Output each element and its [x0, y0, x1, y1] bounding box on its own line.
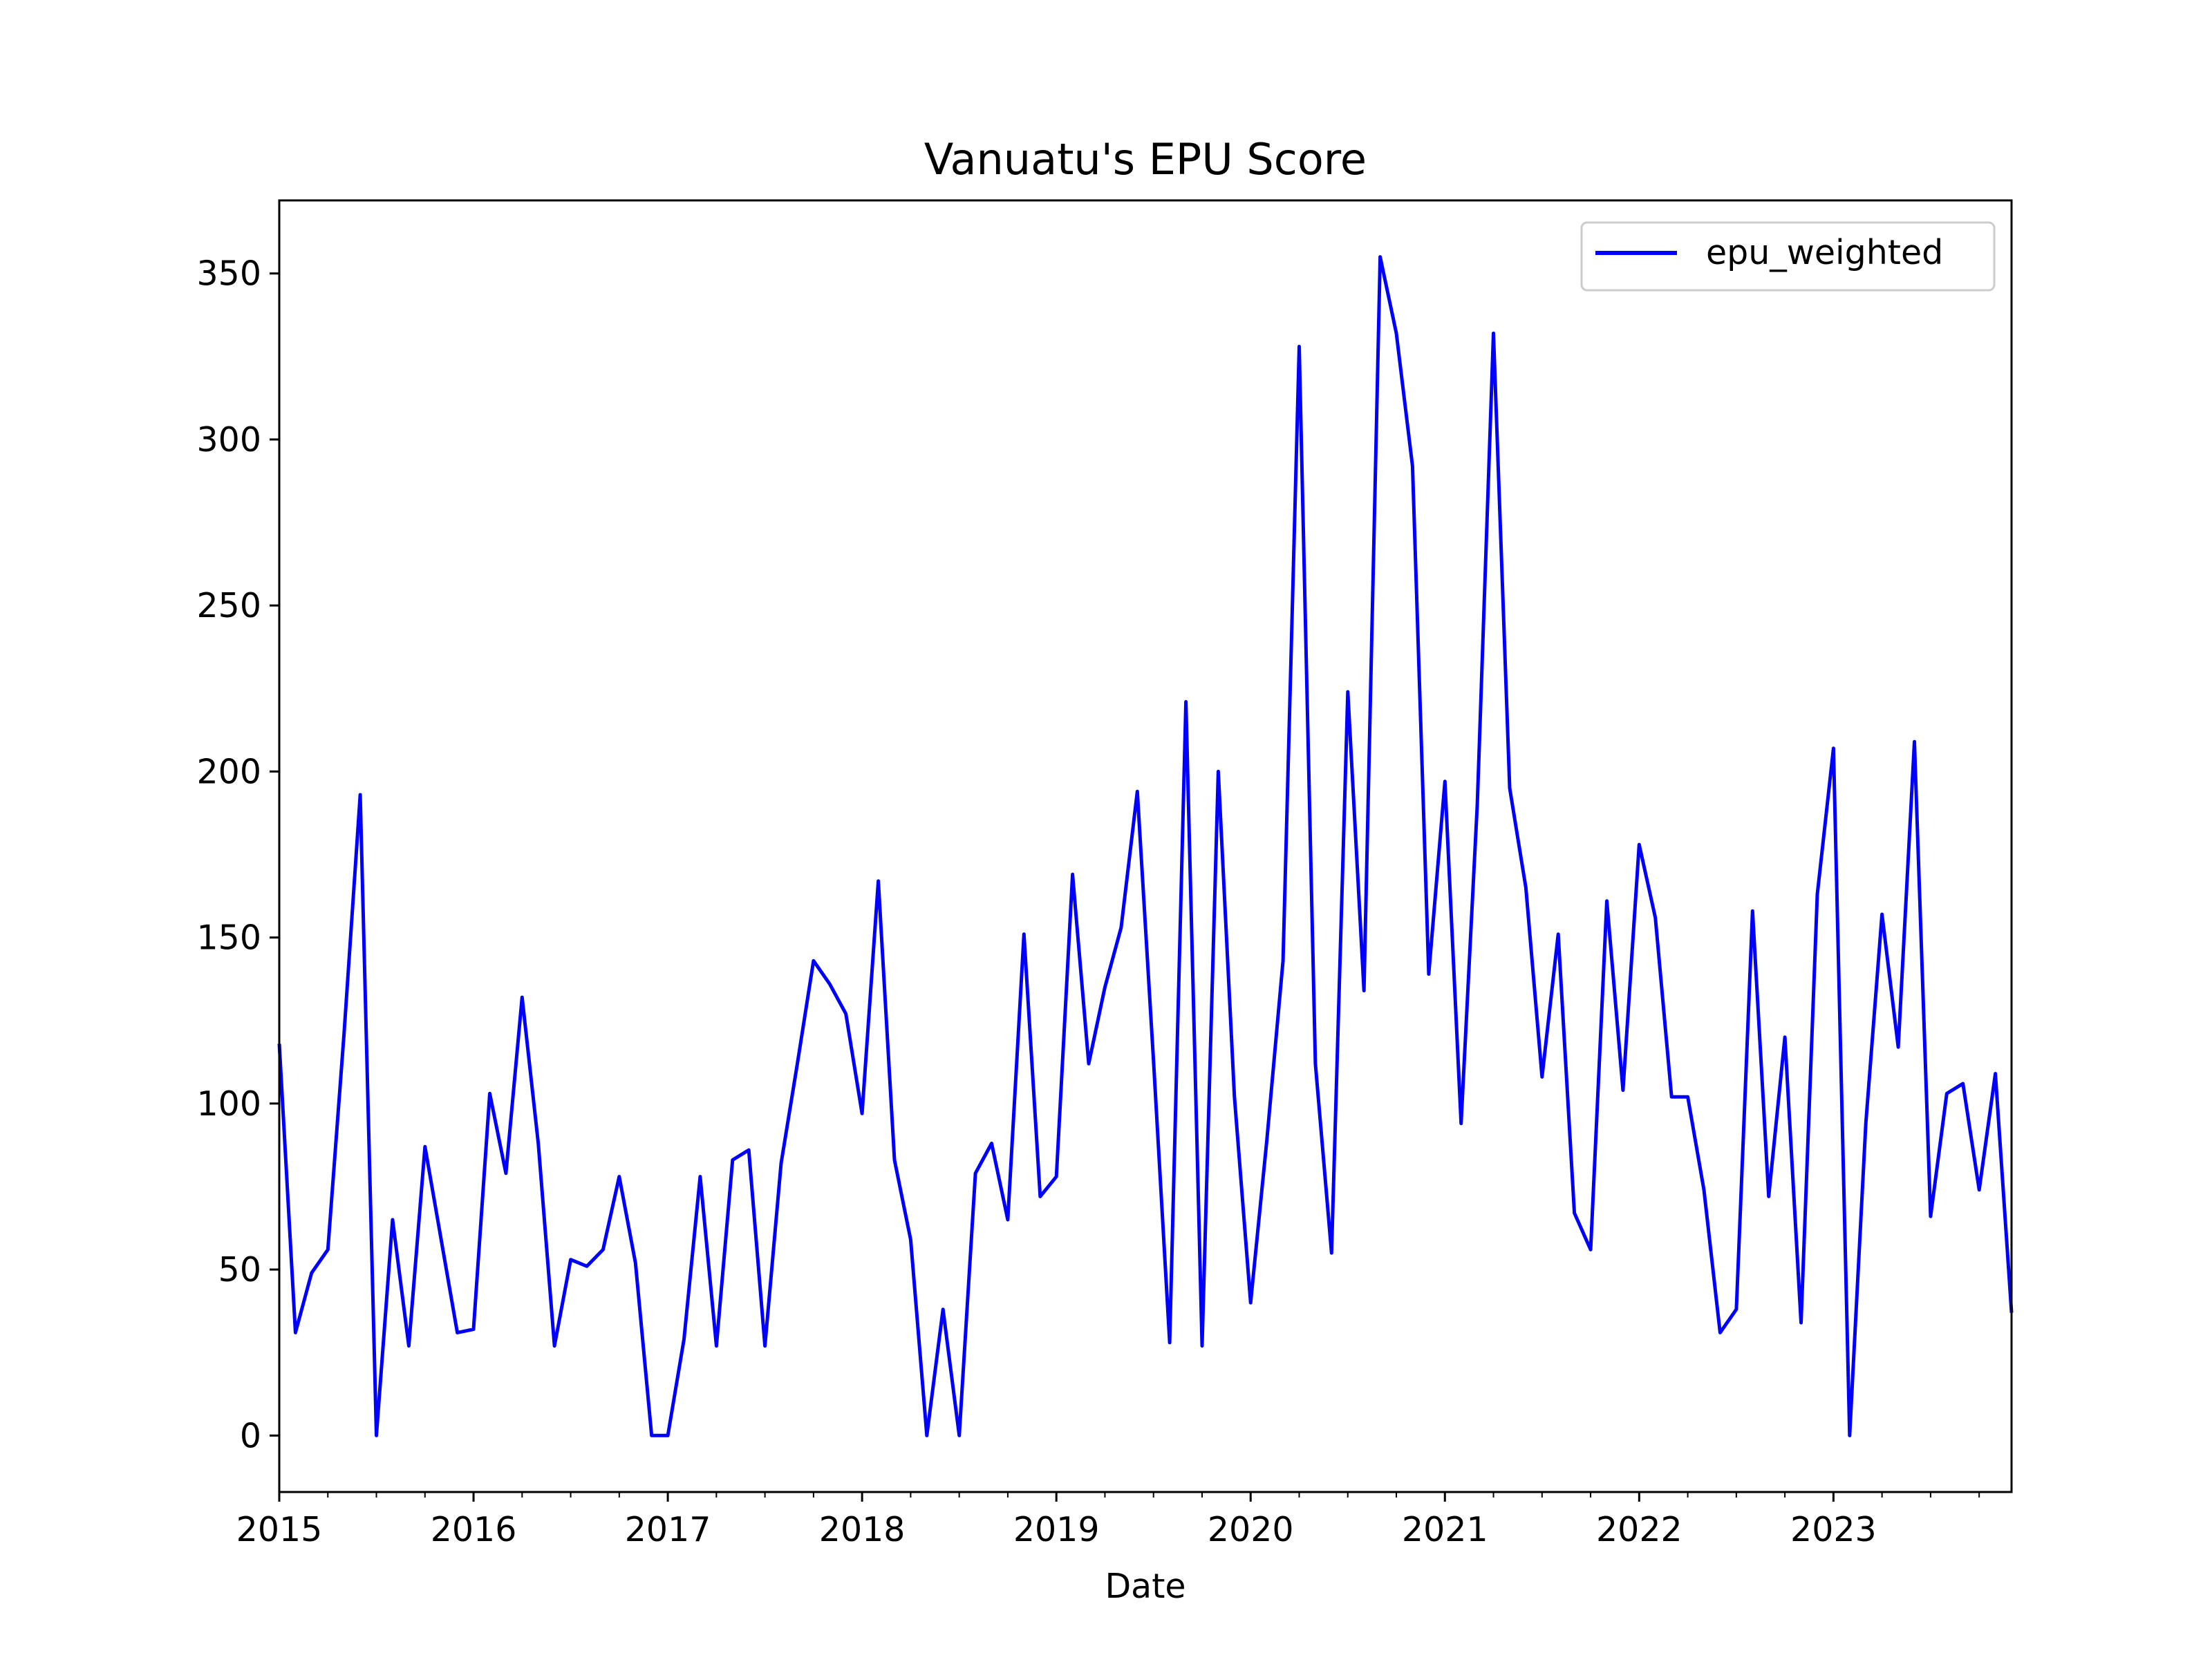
x-axis-label: Date [1105, 1567, 1185, 1606]
y-tick-label-50: 50 [218, 1250, 261, 1290]
x-tick-label-2020: 2020 [1208, 1510, 1294, 1549]
chart-title: Vanuatu's EPU Score [924, 134, 1367, 185]
x-tick-label-2022: 2022 [1596, 1510, 1683, 1549]
y-tick-label-100: 100 [196, 1084, 261, 1124]
y-axis: 0 50 100 150 200 250 300 350 [196, 254, 279, 1455]
x-axis: 2015 2016 2017 2018 2019 2020 2021 2022 2023 [236, 1492, 1980, 1549]
x-tick-label-2023: 2023 [1790, 1510, 1877, 1549]
y-tick-label-300: 300 [196, 420, 261, 460]
y-tick-label-350: 350 [196, 254, 261, 294]
y-tick-label-0: 0 [240, 1416, 261, 1455]
x-tick-label-2019: 2019 [1013, 1510, 1100, 1549]
x-tick-label-2017: 2017 [625, 1510, 711, 1549]
x-tick-label-2018: 2018 [819, 1510, 906, 1549]
x-tick-label-2021: 2021 [1402, 1510, 1488, 1549]
legend: epu_weighted [1580, 221, 1996, 292]
y-tick-label-150: 150 [196, 918, 261, 958]
x-tick-label-2015: 2015 [236, 1510, 323, 1549]
y-tick-label-200: 200 [196, 752, 261, 791]
legend-box [1580, 221, 1996, 292]
plot-frame [278, 199, 2013, 1493]
series-line-epu-weighted [277, 255, 2014, 1437]
plot-area [277, 255, 2014, 1437]
legend-label-epu-weighted: epu_weighted [1706, 233, 1943, 272]
y-tick-label-250: 250 [196, 586, 261, 625]
x-tick-label-2016: 2016 [431, 1510, 517, 1549]
